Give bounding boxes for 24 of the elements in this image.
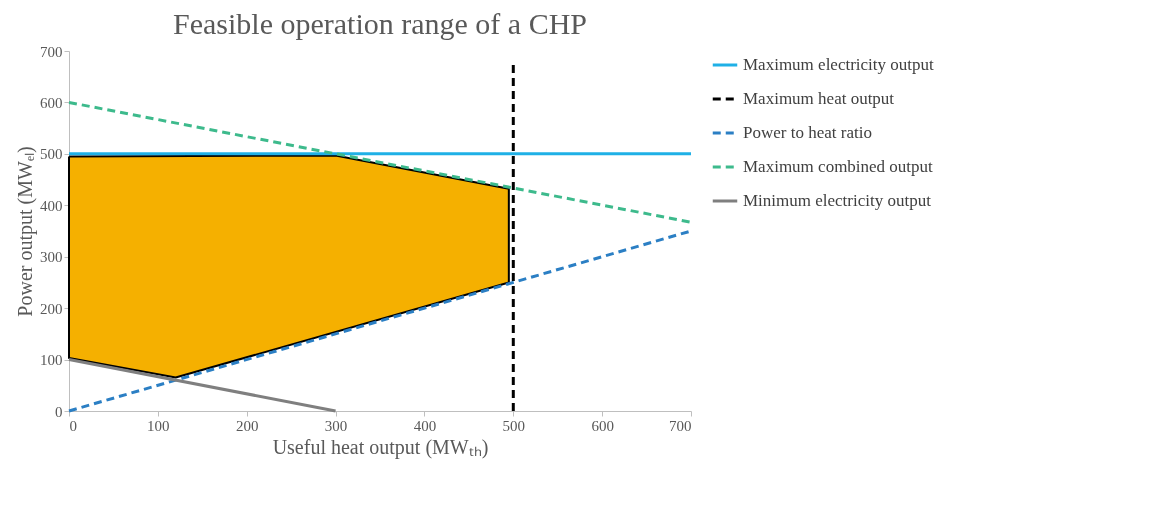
chart-title: Feasible operation range of a CHP <box>172 7 588 40</box>
legend-label: Minimum electricity output <box>743 191 932 210</box>
x-tick-label: 200 <box>235 417 259 434</box>
legend-label: Power to heat ratio <box>743 123 872 142</box>
y-tick-label: 600 <box>40 94 63 111</box>
legend-label: Maximum electricity output <box>743 55 935 74</box>
y-tick-label: 0 <box>55 403 63 420</box>
y-tick-label: 500 <box>40 146 63 163</box>
y-tick-label: 700 <box>40 43 63 60</box>
x-tick-label: 300 <box>324 417 348 434</box>
x-tick-label: 700 <box>669 417 692 434</box>
x-tick-label: 400 <box>413 417 437 434</box>
x-tick-label: 600 <box>591 417 614 434</box>
x-axis-title: Useful heat output (MWₜₕ) <box>272 435 489 459</box>
x-tick-label: 100 <box>147 417 170 434</box>
x-tick-label: 500 <box>502 417 526 434</box>
legend-label: Maximum heat output <box>743 89 895 108</box>
y-tick-label: 100 <box>40 352 63 369</box>
x-tick-label: 0 <box>69 417 77 434</box>
y-axis-title: Power output (MWₑₗ) <box>14 146 37 317</box>
y-tick-label: 300 <box>40 249 63 266</box>
y-tick-label: 400 <box>40 197 63 214</box>
legend-label: Maximum combined output <box>743 157 934 176</box>
y-tick-label: 200 <box>40 300 63 317</box>
